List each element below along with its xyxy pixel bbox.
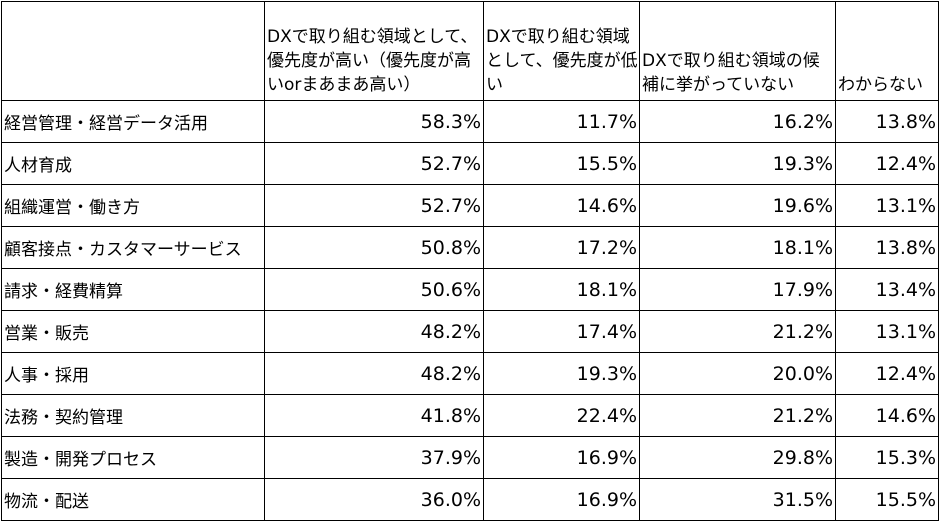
row-label: 営業・販売 bbox=[1, 310, 265, 353]
table-row: 組織運営・働き方 52.7% 14.6% 19.6% 13.1% bbox=[1, 184, 939, 227]
value-not-candidate: 17.9% bbox=[639, 268, 836, 311]
value-unknown: 14.6% bbox=[835, 394, 939, 437]
table-row: 営業・販売 48.2% 17.4% 21.2% 13.1% bbox=[1, 310, 939, 353]
value-high-priority: 48.2% bbox=[264, 352, 484, 395]
value-unknown: 13.4% bbox=[835, 268, 939, 311]
table-row: 顧客接点・カスタマーサービス 50.8% 17.2% 18.1% 13.8% bbox=[1, 226, 939, 269]
value-high-priority: 52.7% bbox=[264, 184, 484, 227]
row-label: 法務・契約管理 bbox=[1, 394, 265, 437]
value-unknown: 13.1% bbox=[835, 310, 939, 353]
value-unknown: 15.3% bbox=[835, 436, 939, 479]
value-high-priority: 50.8% bbox=[264, 226, 484, 269]
header-not-candidate: DXで取り組む領域の候補に挙がっていない bbox=[639, 1, 836, 101]
row-label: 人材育成 bbox=[1, 142, 265, 185]
value-not-candidate: 19.6% bbox=[639, 184, 836, 227]
value-high-priority: 52.7% bbox=[264, 142, 484, 185]
row-label: 経営管理・経営データ活用 bbox=[1, 100, 265, 143]
value-high-priority: 36.0% bbox=[264, 478, 484, 521]
row-label: 請求・経費精算 bbox=[1, 268, 265, 311]
value-high-priority: 37.9% bbox=[264, 436, 484, 479]
value-low-priority: 17.2% bbox=[483, 226, 640, 269]
value-low-priority: 16.9% bbox=[483, 436, 640, 479]
value-unknown: 13.8% bbox=[835, 226, 939, 269]
value-unknown: 12.4% bbox=[835, 352, 939, 395]
value-high-priority: 50.6% bbox=[264, 268, 484, 311]
value-low-priority: 14.6% bbox=[483, 184, 640, 227]
value-low-priority: 16.9% bbox=[483, 478, 640, 521]
value-unknown: 15.5% bbox=[835, 478, 939, 521]
value-not-candidate: 21.2% bbox=[639, 394, 836, 437]
table-row: 法務・契約管理 41.8% 22.4% 21.2% 14.6% bbox=[1, 394, 939, 437]
value-low-priority: 17.4% bbox=[483, 310, 640, 353]
header-unknown: わからない bbox=[835, 1, 939, 101]
header-row: DXで取り組む領域として、優先度が高い（優先度が高いorまあまあ高い） DXで取… bbox=[1, 1, 939, 101]
value-not-candidate: 20.0% bbox=[639, 352, 836, 395]
value-high-priority: 58.3% bbox=[264, 100, 484, 143]
value-low-priority: 18.1% bbox=[483, 268, 640, 311]
value-not-candidate: 31.5% bbox=[639, 478, 836, 521]
value-not-candidate: 29.8% bbox=[639, 436, 836, 479]
row-label: 顧客接点・カスタマーサービス bbox=[1, 226, 265, 269]
value-unknown: 13.1% bbox=[835, 184, 939, 227]
value-not-candidate: 16.2% bbox=[639, 100, 836, 143]
value-unknown: 13.8% bbox=[835, 100, 939, 143]
value-high-priority: 48.2% bbox=[264, 310, 484, 353]
table-row: 物流・配送 36.0% 16.9% 31.5% 15.5% bbox=[1, 478, 939, 521]
table-row: 製造・開発プロセス 37.9% 16.9% 29.8% 15.3% bbox=[1, 436, 939, 479]
value-low-priority: 15.5% bbox=[483, 142, 640, 185]
header-high-priority: DXで取り組む領域として、優先度が高い（優先度が高いorまあまあ高い） bbox=[264, 1, 484, 101]
table-row: 請求・経費精算 50.6% 18.1% 17.9% 13.4% bbox=[1, 268, 939, 311]
value-low-priority: 22.4% bbox=[483, 394, 640, 437]
value-low-priority: 11.7% bbox=[483, 100, 640, 143]
value-high-priority: 41.8% bbox=[264, 394, 484, 437]
value-not-candidate: 18.1% bbox=[639, 226, 836, 269]
value-low-priority: 19.3% bbox=[483, 352, 640, 395]
header-corner-cell bbox=[1, 1, 265, 101]
row-label: 組織運営・働き方 bbox=[1, 184, 265, 227]
table-row: 人材育成 52.7% 15.5% 19.3% 12.4% bbox=[1, 142, 939, 185]
row-label: 物流・配送 bbox=[1, 478, 265, 521]
row-label: 人事・採用 bbox=[1, 352, 265, 395]
value-unknown: 12.4% bbox=[835, 142, 939, 185]
header-low-priority: DXで取り組む領域として、優先度が低い bbox=[483, 1, 640, 101]
table-row: 人事・採用 48.2% 19.3% 20.0% 12.4% bbox=[1, 352, 939, 395]
value-not-candidate: 21.2% bbox=[639, 310, 836, 353]
table-row: 経営管理・経営データ活用 58.3% 11.7% 16.2% 13.8% bbox=[1, 100, 939, 143]
row-label: 製造・開発プロセス bbox=[1, 436, 265, 479]
value-not-candidate: 19.3% bbox=[639, 142, 836, 185]
